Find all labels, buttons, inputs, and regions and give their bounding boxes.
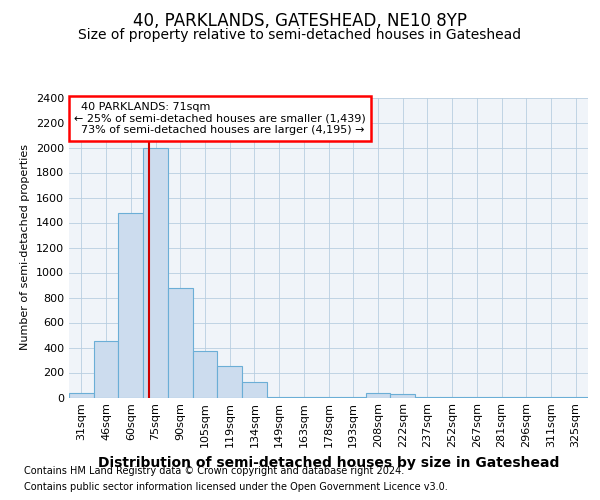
Bar	[341, 397, 365, 398]
Bar	[267, 397, 292, 398]
Bar	[94, 341, 118, 398]
Text: Size of property relative to semi-detached houses in Gateshead: Size of property relative to semi-detach…	[79, 28, 521, 42]
Bar	[242, 382, 267, 398]
Text: 40 PARKLANDS: 71sqm  
← 25% of semi-detached houses are smaller (1,439)
  73% of: 40 PARKLANDS: 71sqm ← 25% of semi-detach…	[74, 102, 366, 135]
Bar	[69, 392, 94, 398]
Bar	[292, 397, 316, 398]
Bar	[143, 148, 168, 398]
Bar	[316, 397, 341, 398]
Bar	[168, 288, 193, 398]
Bar	[217, 366, 242, 398]
Text: 40, PARKLANDS, GATESHEAD, NE10 8YP: 40, PARKLANDS, GATESHEAD, NE10 8YP	[133, 12, 467, 30]
Bar	[118, 212, 143, 398]
Text: Contains public sector information licensed under the Open Government Licence v3: Contains public sector information licen…	[24, 482, 448, 492]
Bar	[193, 350, 217, 398]
Bar	[365, 392, 390, 398]
Bar	[390, 394, 415, 398]
Text: Contains HM Land Registry data © Crown copyright and database right 2024.: Contains HM Land Registry data © Crown c…	[24, 466, 404, 476]
X-axis label: Distribution of semi-detached houses by size in Gateshead: Distribution of semi-detached houses by …	[98, 456, 559, 470]
Y-axis label: Number of semi-detached properties: Number of semi-detached properties	[20, 144, 31, 350]
